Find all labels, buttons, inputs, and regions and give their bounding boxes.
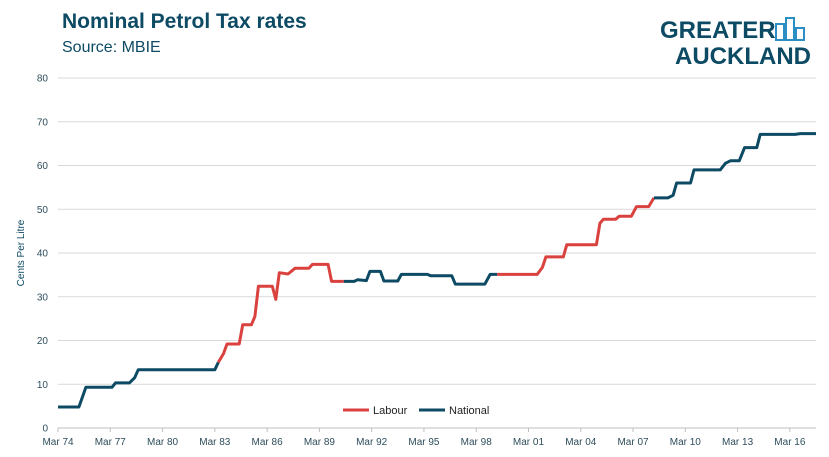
legend: Labour National bbox=[343, 405, 489, 417]
x-tick-label: Mar 13 bbox=[722, 437, 754, 448]
y-axis-ticks: 0 10 20 30 40 50 60 70 80 bbox=[37, 74, 49, 435]
logo-word-auckland: AUCKLAND bbox=[675, 43, 811, 70]
series-line-national bbox=[653, 132, 816, 200]
x-tick-label: Mar 95 bbox=[408, 437, 440, 448]
x-tick-label: Mar 83 bbox=[199, 437, 231, 448]
gridlines bbox=[58, 77, 816, 385]
x-tick-label: Mar 10 bbox=[670, 437, 702, 448]
x-tick-label: Mar 77 bbox=[95, 437, 127, 448]
x-tick-label: Mar 86 bbox=[252, 437, 284, 448]
x-axis-ticks: Mar 74 Mar 77 Mar 80 Mar 83 Mar 86 Mar 89 Mar … bbox=[42, 428, 806, 448]
legend-label-national: National bbox=[449, 405, 489, 417]
skyline-icon bbox=[775, 17, 805, 41]
greater-auckland-logo: GREATER AUCKLAND bbox=[660, 14, 820, 70]
x-tick-label: Mar 07 bbox=[617, 437, 649, 448]
y-tick-label: 60 bbox=[37, 161, 49, 172]
chart-title: Nominal Petrol Tax rates bbox=[62, 10, 307, 33]
series-line-national bbox=[58, 361, 220, 409]
y-tick-label: 20 bbox=[37, 336, 49, 347]
legend-label-labour: Labour bbox=[373, 405, 408, 417]
y-tick-label: 70 bbox=[37, 117, 49, 128]
series-lines bbox=[58, 132, 816, 409]
logo-word-greater: GREATER bbox=[660, 17, 776, 44]
x-tick-label: Mar 04 bbox=[565, 437, 597, 448]
x-tick-label: Mar 01 bbox=[513, 437, 545, 448]
x-tick-label: Mar 89 bbox=[304, 437, 336, 448]
y-tick-label: 30 bbox=[37, 292, 49, 303]
chart-subtitle: Source: MBIE bbox=[62, 39, 161, 56]
y-tick-label: 10 bbox=[37, 380, 49, 391]
y-tick-label: 50 bbox=[37, 205, 49, 216]
y-axis-title: Cents Per Litre bbox=[16, 219, 27, 286]
y-tick-label: 80 bbox=[37, 74, 49, 85]
x-tick-label: Mar 16 bbox=[774, 437, 806, 448]
x-tick-label: Mar 92 bbox=[356, 437, 388, 448]
series-line-labour bbox=[217, 262, 344, 364]
series-line-national bbox=[343, 269, 498, 286]
greater-auckland-logo-graphic: GREATER AUCKLAND bbox=[660, 17, 811, 70]
y-tick-label: 40 bbox=[37, 249, 49, 260]
x-tick-label: Mar 80 bbox=[147, 437, 179, 448]
y-tick-label: 0 bbox=[42, 424, 48, 435]
x-tick-label: Mar 98 bbox=[461, 437, 493, 448]
series-line-labour bbox=[497, 197, 656, 276]
x-tick-label: Mar 74 bbox=[42, 437, 74, 448]
